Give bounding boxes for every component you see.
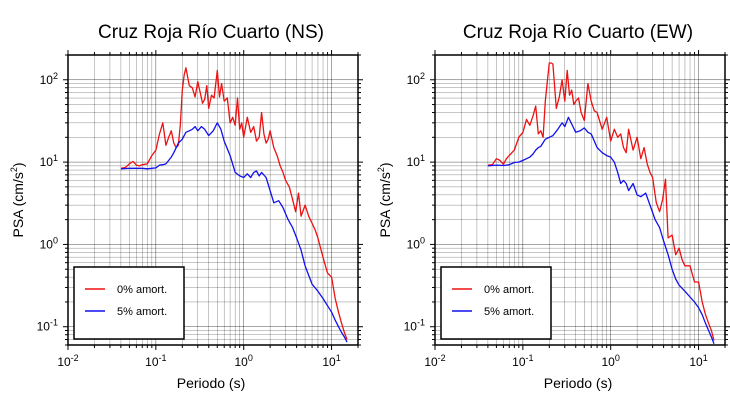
legend-label-0: 0% amort. (117, 284, 167, 296)
ns-chart-panel: Cruz Roja Río Cuarto (NS) 10-2 10-1 100 101… (9, 22, 363, 391)
legend-label-0: 0% amort. (484, 284, 534, 296)
y-tick-label: 10-1 (37, 318, 58, 334)
y-axis-label: PSA (cm/s2) (9, 162, 26, 237)
x-tick-label: 10-2 (424, 353, 445, 369)
y-axis-label-sup: 2 (376, 167, 386, 172)
series-line-5pct-damping (120, 122, 348, 343)
x-axis-label: Periodo (s) (177, 375, 245, 391)
chart-title: Cruz Roja Río Cuarto (NS) (98, 22, 324, 43)
x-tick-label: 100 (235, 353, 253, 369)
x-tick-label: 101 (689, 353, 707, 369)
x-tick-label: 10-2 (57, 353, 78, 369)
series-line-0pct-damping (487, 62, 715, 341)
y-tick-label: 102 (40, 71, 58, 87)
series-line-0pct-damping (120, 67, 348, 340)
x-axis-label: Periodo (s) (544, 375, 612, 391)
y-axis-label-tail: ) (10, 162, 26, 167)
y-tick-label: 102 (407, 71, 425, 87)
y-axis-label-main: PSA (cm/s (377, 172, 393, 237)
legend-box (73, 266, 185, 340)
legend: 0% amort. 5% amort. (73, 266, 185, 340)
x-tick-label: 101 (322, 353, 340, 369)
x-tick-label: 10-1 (512, 353, 533, 369)
y-axis-label-sup: 2 (9, 167, 19, 172)
ew-chart-panel: Cruz Roja Río Cuarto (EW) 10-2 10-1 100 101… (376, 22, 730, 391)
y-tick-label: 101 (40, 153, 58, 169)
y-tick-label: 10-1 (404, 318, 425, 334)
y-axis-label-main: PSA (cm/s (10, 172, 26, 237)
legend: 0% amort. 5% amort. (440, 266, 552, 340)
y-tick-label: 100 (407, 235, 425, 251)
y-tick-label: 101 (407, 153, 425, 169)
plot-frame (67, 54, 359, 346)
y-axis-label: PSA (cm/s2) (376, 162, 393, 237)
legend-box (440, 266, 552, 340)
x-tick-label: 100 (602, 353, 620, 369)
legend-label-5: 5% amort. (117, 306, 167, 318)
x-tick-label: 10-1 (145, 353, 166, 369)
series-line-5pct-damping (487, 116, 715, 345)
chart-title: Cruz Roja Río Cuarto (EW) (463, 22, 693, 43)
y-axis-label-tail: ) (377, 162, 393, 167)
plot-frame (434, 54, 726, 346)
legend-label-5: 5% amort. (484, 306, 534, 318)
y-tick-label: 100 (40, 235, 58, 251)
